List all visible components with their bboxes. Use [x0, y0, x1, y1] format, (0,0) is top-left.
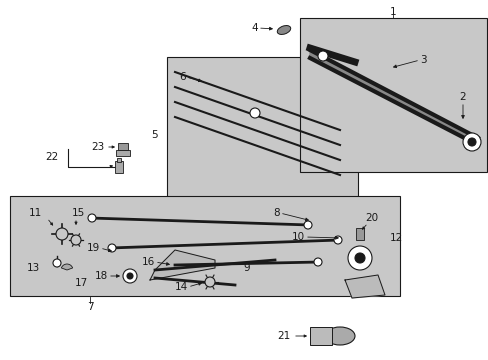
Text: 16: 16 — [142, 257, 155, 267]
Circle shape — [462, 133, 480, 151]
Text: 14: 14 — [174, 282, 187, 292]
Circle shape — [313, 258, 321, 266]
Bar — [355, 228, 363, 240]
Text: 12: 12 — [389, 233, 403, 243]
Text: 8: 8 — [273, 208, 280, 218]
Circle shape — [204, 277, 215, 287]
Text: 15: 15 — [72, 208, 85, 218]
Text: 10: 10 — [291, 232, 305, 242]
Circle shape — [127, 273, 133, 279]
Text: 23: 23 — [91, 142, 104, 152]
Text: 11: 11 — [29, 208, 42, 218]
Circle shape — [347, 246, 371, 270]
Bar — [118, 143, 128, 150]
Text: 17: 17 — [75, 278, 88, 288]
Bar — [117, 158, 121, 162]
Text: 21: 21 — [276, 331, 289, 341]
Circle shape — [71, 235, 81, 245]
Circle shape — [317, 51, 327, 61]
Text: 7: 7 — [86, 302, 93, 312]
Text: 13: 13 — [27, 263, 40, 273]
Bar — [116, 150, 130, 156]
Text: 3: 3 — [419, 55, 426, 65]
Ellipse shape — [325, 327, 354, 345]
Text: 9: 9 — [243, 263, 250, 273]
Text: 6: 6 — [179, 72, 185, 82]
Text: 19: 19 — [86, 243, 100, 253]
Text: 1: 1 — [389, 7, 395, 17]
Text: 5: 5 — [151, 130, 158, 140]
Text: 22: 22 — [45, 152, 58, 162]
Text: 18: 18 — [95, 271, 108, 281]
Bar — [115, 161, 123, 173]
Circle shape — [304, 221, 311, 229]
Ellipse shape — [277, 26, 290, 35]
Circle shape — [123, 269, 137, 283]
Polygon shape — [345, 275, 384, 298]
Bar — [299, 18, 486, 172]
Text: 20: 20 — [364, 213, 377, 223]
Circle shape — [56, 228, 68, 240]
Polygon shape — [309, 50, 477, 145]
Circle shape — [88, 214, 96, 222]
Circle shape — [53, 259, 61, 267]
Circle shape — [354, 253, 364, 263]
Circle shape — [333, 236, 341, 244]
Circle shape — [249, 108, 260, 118]
Circle shape — [467, 138, 475, 146]
Bar — [309, 327, 331, 345]
Text: 4: 4 — [251, 23, 258, 33]
Polygon shape — [150, 250, 215, 280]
Bar — [167, 57, 357, 210]
Text: 2: 2 — [459, 92, 466, 102]
Circle shape — [108, 244, 116, 252]
Wedge shape — [61, 264, 73, 270]
Bar — [10, 196, 399, 296]
